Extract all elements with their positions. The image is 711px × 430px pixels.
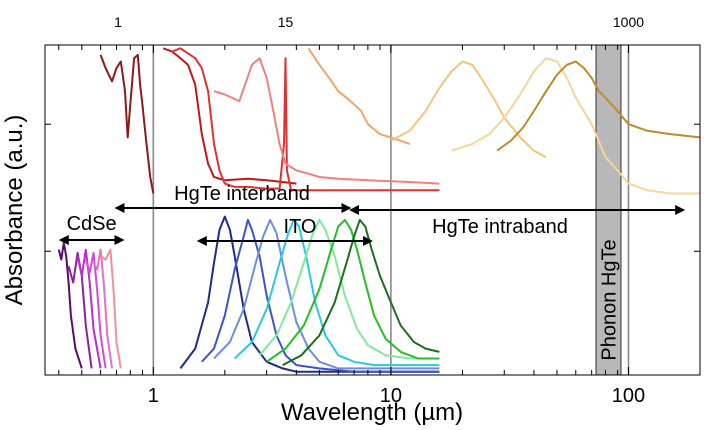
series-line-11 bbox=[307, 47, 411, 145]
label-hgte-interband: HgTe interband bbox=[174, 183, 310, 205]
x-tick-label: 100 bbox=[612, 385, 645, 407]
series-line-21 bbox=[282, 218, 440, 366]
top-tick-label: 15 bbox=[278, 14, 294, 30]
phonon-band-label: Phonon HgTe bbox=[599, 239, 621, 360]
ticks-layer: 1 10 100 1 15 1000 bbox=[45, 14, 701, 407]
x-axis-label: Wavelength (µm) bbox=[281, 399, 463, 426]
series-line-10 bbox=[213, 57, 440, 185]
series-line-8 bbox=[162, 47, 297, 185]
axes-layer bbox=[44, 44, 701, 376]
series-line-16 bbox=[201, 218, 440, 373]
label-hgte-intraband: HgTe intraband bbox=[432, 216, 568, 238]
top-tick-label: 1000 bbox=[613, 14, 644, 30]
series-line-6 bbox=[100, 248, 122, 369]
x-tick-label: 1 bbox=[148, 385, 159, 407]
series-line-7 bbox=[99, 53, 155, 194]
series-line-5 bbox=[92, 248, 113, 369]
series-line-12 bbox=[390, 60, 547, 159]
series-layer bbox=[57, 47, 701, 373]
series-line-17 bbox=[213, 218, 440, 370]
series-line-4 bbox=[84, 251, 107, 369]
label-ito: ITO bbox=[284, 216, 317, 238]
series-line-9 bbox=[171, 47, 440, 192]
series-line-1 bbox=[57, 242, 83, 369]
plot-frame bbox=[44, 44, 701, 376]
series-line-13 bbox=[451, 57, 700, 195]
x-tick-label: 10 bbox=[380, 385, 402, 407]
label-cdse: CdSe bbox=[67, 213, 117, 235]
y-axis-label: Absorbance (a.u.) bbox=[1, 115, 28, 306]
top-tick-label: 1 bbox=[114, 14, 122, 30]
series-line-20 bbox=[266, 218, 440, 363]
series-line-14 bbox=[496, 60, 701, 152]
annotations-layer: CdSe HgTe interband ITO HgTe intraband bbox=[58, 183, 686, 246]
